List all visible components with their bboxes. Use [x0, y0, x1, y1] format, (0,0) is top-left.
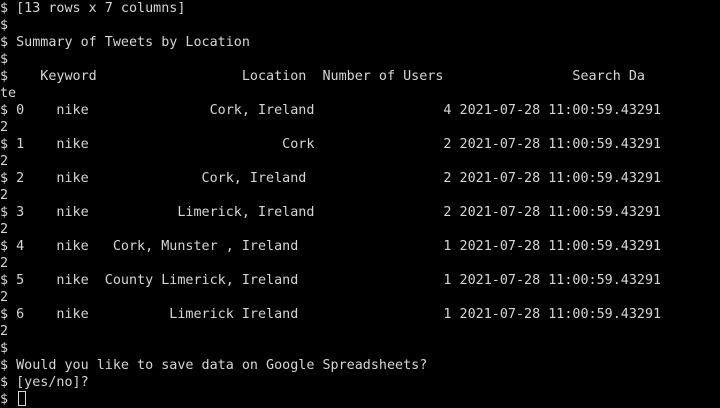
terminal-line-row-wrap: 2 [0, 188, 9, 203]
terminal-line-table-row: $ 1 nike Cork 2 2021-07-28 11:00:59.4329… [0, 137, 662, 152]
terminal-line-table-row: $ 5 nike County Limerick, Ireland 1 2021… [0, 273, 662, 288]
terminal-line-row-wrap: 2 [0, 120, 9, 135]
terminal-input-line[interactable]: $ [0, 392, 17, 407]
terminal-line-row-wrap: 2 [0, 290, 9, 305]
terminal-line-blank: $ [0, 341, 9, 356]
terminal-line-row-wrap: 2 [0, 222, 9, 237]
terminal-line-row-wrap: 2 [0, 154, 9, 169]
terminal-line-table-row: $ 2 nike Cork, Ireland 2 2021-07-28 11:0… [0, 171, 662, 186]
terminal-line-row-wrap: 2 [0, 324, 9, 339]
terminal-line-header-wrap: te [0, 86, 17, 101]
terminal-line-yes-no-prompt: $ [yes/no]? [0, 375, 89, 390]
terminal-line-table-row: $ 0 nike Cork, Ireland 4 2021-07-28 11:0… [0, 103, 662, 118]
terminal-line-table-row: $ 3 nike Limerick, Ireland 2 2021-07-28 … [0, 205, 662, 220]
terminal-line-save-prompt: $ Would you like to save data on Google … [0, 358, 428, 373]
terminal-line-summary-title: $ Summary of Tweets by Location [0, 35, 250, 50]
text-cursor[interactable] [18, 391, 26, 406]
terminal-line-rows-summary: $ [13 rows x 7 columns] [0, 1, 186, 16]
terminal-line-blank: $ [0, 52, 9, 67]
terminal-line-table-header: $ Keyword Location Number of Users Searc… [0, 69, 645, 84]
terminal-line-table-row: $ 4 nike Cork, Munster , Ireland 1 2021-… [0, 239, 662, 254]
terminal-line-row-wrap: 2 [0, 256, 9, 271]
terminal-line-table-row: $ 6 nike Limerick Ireland 1 2021-07-28 1… [0, 307, 662, 322]
terminal-line-blank: $ [0, 18, 9, 33]
